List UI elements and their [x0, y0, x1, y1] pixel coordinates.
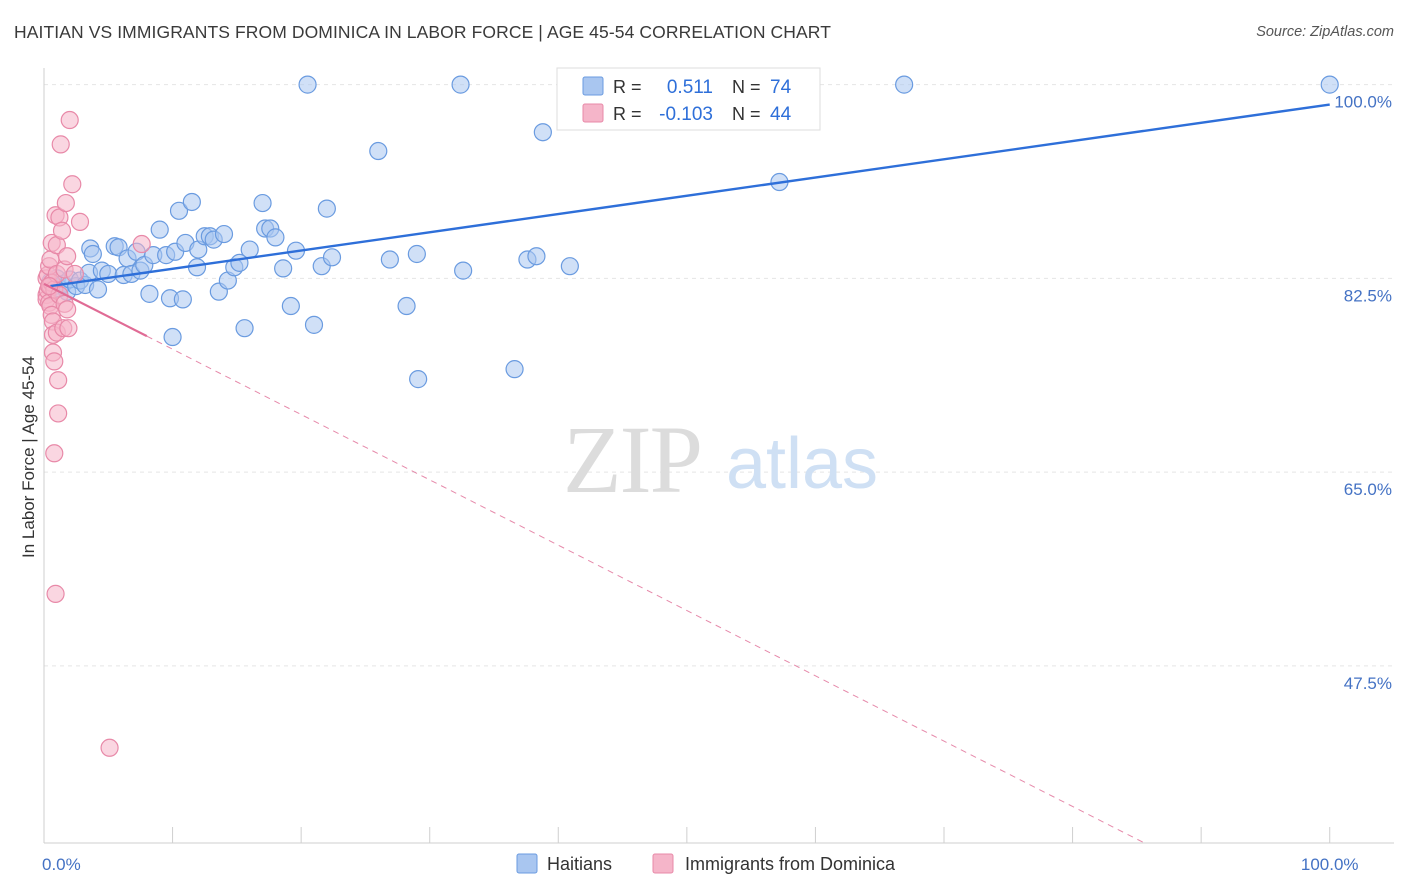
- legend-swatch-blue: [582, 76, 604, 96]
- bottom-legend-swatch-blue: [516, 853, 538, 874]
- dominica-point: [60, 110, 79, 130]
- haitians-point: [83, 244, 102, 264]
- haitians-point: [407, 244, 426, 264]
- haitians-point: [274, 259, 293, 278]
- dominica-trend-line-solid: [43, 282, 148, 338]
- dominica-point: [45, 444, 64, 463]
- dominica-point: [132, 234, 151, 254]
- legend-n-value: 44: [770, 104, 792, 125]
- haitians-point: [895, 75, 914, 94]
- haitians-point: [173, 290, 192, 309]
- y-tick-label: 47.5%: [1344, 674, 1392, 693]
- y-tick-label: 82.5%: [1344, 286, 1392, 305]
- haitians-point: [451, 75, 470, 94]
- legend-r-value: -0.103: [659, 104, 713, 125]
- haitians-point: [369, 141, 388, 161]
- haitians-point: [88, 280, 108, 299]
- watermark: ZIP atlas: [563, 406, 878, 513]
- legend-row-haitians: R = 0.511 N = 74: [582, 76, 792, 98]
- legend-n-label: N =: [732, 77, 761, 97]
- dominica-point: [52, 221, 72, 240]
- haitians-point: [454, 261, 473, 280]
- haitians-point: [397, 296, 416, 316]
- dominica-point: [70, 212, 90, 231]
- dominica-point: [46, 584, 65, 603]
- dominica-point: [49, 371, 68, 390]
- y-axis-title: In Labor Force | Age 45-54: [19, 356, 38, 558]
- x-tick-labels: 0.0% 100.0%: [42, 855, 1359, 874]
- dominica-point: [58, 300, 77, 319]
- dominica-point: [56, 193, 75, 213]
- haitians-point: [266, 228, 285, 247]
- haitians-point: [409, 370, 428, 389]
- haitians-point: [505, 360, 524, 379]
- haitians-point: [560, 257, 579, 276]
- haitians-point: [182, 192, 201, 212]
- bottom-legend-swatch-pink: [652, 853, 674, 874]
- x-tick-label: 100.0%: [1301, 855, 1359, 874]
- gridlines: [44, 84, 1394, 667]
- bottom-legend-label-dominica: Immigrants from Dominica: [685, 854, 896, 874]
- bottom-legend-label-haitians: Haitians: [547, 854, 612, 874]
- haitians-point: [322, 248, 342, 267]
- haitians-point: [1320, 75, 1339, 94]
- x-tick-label: 0.0%: [42, 855, 81, 874]
- haitians-point: [169, 201, 189, 220]
- y-tick-label: 100.0%: [1334, 93, 1392, 112]
- haitians-point: [235, 319, 254, 338]
- haitians-point: [380, 250, 399, 269]
- haitians-point: [150, 220, 169, 239]
- legend-n-value: 74: [770, 77, 792, 98]
- watermark-atlas: atlas: [726, 424, 878, 504]
- haitians-point: [163, 327, 182, 347]
- haitians-point: [281, 296, 300, 316]
- haitians-trend-line: [50, 103, 1330, 288]
- dominica-point: [51, 135, 70, 154]
- chart-title: HAITIAN VS IMMIGRANTS FROM DOMINICA IN L…: [14, 22, 832, 42]
- dominica-point: [63, 175, 82, 194]
- trend-lines: [43, 103, 1330, 844]
- dominica-point: [59, 319, 78, 338]
- haitians-point: [533, 123, 552, 142]
- legend-row-dominica: R = -0.103 N = 44: [582, 103, 792, 125]
- legend: R = 0.511 N = 74 R = -0.103 N = 44: [556, 67, 821, 131]
- axes: [43, 68, 1394, 844]
- dominica-point: [49, 404, 68, 423]
- y-tick-label: 65.0%: [1344, 480, 1392, 499]
- dominica-point: [45, 352, 64, 371]
- haitians-point: [304, 315, 324, 334]
- haitians-point: [140, 284, 159, 303]
- dominica-point: [65, 264, 84, 284]
- haitians-point: [298, 75, 317, 94]
- watermark-zip: ZIP: [563, 406, 701, 513]
- haitians-point: [527, 247, 546, 266]
- haitians-point: [253, 193, 272, 213]
- legend-r-label: R =: [613, 104, 642, 124]
- legend-r-label: R =: [613, 77, 642, 97]
- haitians-point: [240, 240, 259, 259]
- chart-source: Source: ZipAtlas.com: [1256, 24, 1394, 40]
- dominica-point: [58, 247, 77, 266]
- y-tick-labels: 100.0% 82.5% 65.0% 47.5%: [1334, 93, 1392, 693]
- legend-swatch-pink: [582, 103, 604, 123]
- dominica-point: [100, 738, 119, 757]
- legend-r-value: 0.511: [667, 77, 713, 98]
- scatter-points: [37, 75, 1339, 757]
- legend-n-label: N =: [732, 104, 761, 124]
- bottom-legend: Haitians Immigrants from Dominica: [516, 853, 896, 874]
- haitians-point: [214, 224, 234, 244]
- haitians-point: [317, 199, 336, 218]
